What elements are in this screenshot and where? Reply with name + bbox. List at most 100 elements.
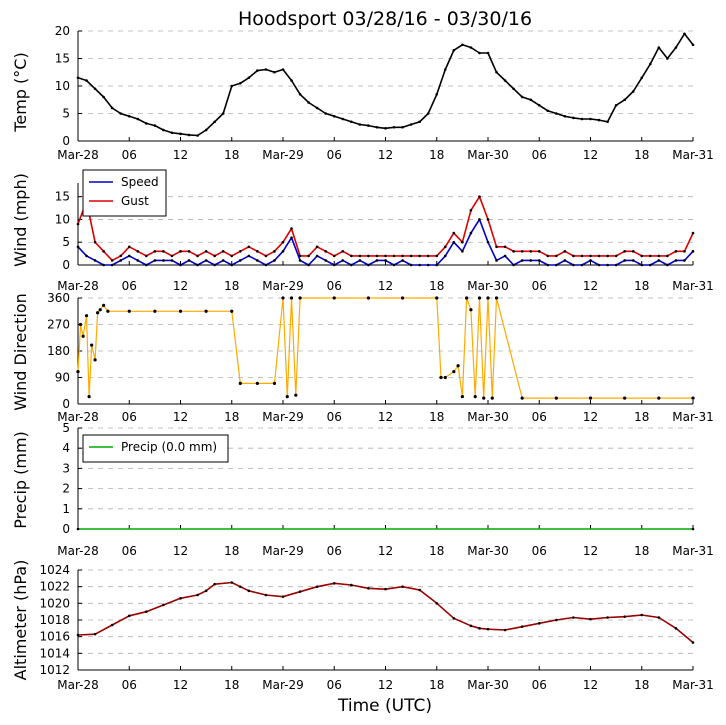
precipitation-legend: Precip (0.0 mm) [82,434,229,463]
wind-point [657,259,661,262]
temperature-x-tick-label: 06 [122,148,137,162]
wind-point [264,254,268,258]
wind-x-tick-label: Mar-28 [57,279,98,293]
wind-point [76,222,80,226]
temperature-point [666,57,669,60]
temperature-point [623,98,626,102]
wind-y-label: Wind (mph) [11,173,30,267]
wind_direction-y-label: Wind Direction [11,293,30,411]
temperature-point [187,133,191,137]
wind-point [563,259,567,262]
temperature-point [683,32,686,36]
wind_direction-point [490,396,494,400]
precipitation-y-tick-label: 0 [62,522,70,536]
wind_direction-x-tick-label: Mar-31 [672,410,713,424]
wind_direction-point [400,296,405,300]
wind-point [332,263,336,267]
wind-point [367,254,370,258]
precipitation-x-tick-label: 18 [429,544,444,558]
wind_direction-point [460,395,464,399]
wind_direction-x-tick-label: 12 [173,410,188,424]
temperature-point [315,106,319,110]
wind-point [529,250,533,253]
altimeter-y-tick-label: 1014 [39,646,70,660]
wind-point [247,245,251,249]
wind-point [589,259,592,262]
wind-point [486,240,490,244]
altimeter-point [162,603,165,607]
wind-point [170,254,174,258]
temperature-point [179,132,182,136]
temperature-point [162,128,165,132]
temperature-point [401,125,404,129]
wind-point [495,259,498,262]
temperature-y-tick-label: 0 [62,134,70,148]
temperature-point [452,48,456,52]
wind-point [409,254,413,258]
figure-x-label: Time (UTC) [337,696,432,716]
temperature-y-tick-label: 20 [55,24,70,38]
wind_direction-point [78,322,83,327]
precipitation-x-tick-label: 18 [224,544,239,558]
temperature-y-label: Temp (°C) [11,52,30,132]
temperature-point [546,109,550,113]
temperature-x-tick-label: 18 [429,148,444,162]
wind-point [230,254,234,258]
wind_direction-x-tick-label: 12 [583,410,598,424]
wind-x-tick-label: 18 [224,279,239,293]
wind-point [324,259,328,262]
wind_direction-point [456,364,460,368]
altimeter-point [76,633,80,637]
wind-point [623,259,626,262]
wind_direction-y-tick-label: 360 [47,291,70,305]
altimeter-point [691,641,695,644]
wind-point [401,259,404,262]
wind-point [512,263,515,267]
wind-point [179,250,182,253]
altimeter-x-tick-label: Mar-31 [672,678,713,692]
wind-point [691,231,695,235]
altimeter-y-tick-label: 1016 [39,630,70,644]
wind-point [153,250,157,253]
altimeter-point [110,623,114,627]
wind_direction-point [204,309,208,313]
wind_direction-point [102,303,106,307]
wind_direction-point [465,296,469,300]
wind-point [435,263,439,267]
wind_direction-point [255,381,259,385]
wind-point [281,240,285,244]
precipitation-x-tick-label: Mar-28 [57,544,98,558]
temperature-point [213,120,216,124]
temperature-point [478,51,481,55]
altimeter-point [196,593,199,597]
wind-point [204,259,208,262]
altimeter-x-tick-label: 06 [532,678,547,692]
wind-point [666,254,669,258]
temperature-point [384,127,387,130]
wind-x-tick-label: Mar-30 [467,279,508,293]
altimeter-point [384,587,387,591]
wind_direction-point [87,395,91,399]
wind-point [503,254,507,258]
wind-point [290,227,293,230]
altimeter-point [238,585,242,588]
altimeter-x-tick-label: 12 [583,678,598,692]
temperature-point [170,131,174,135]
wind-point [537,250,541,253]
wind-point [110,259,114,262]
wind-point [683,259,686,262]
wind-point [145,254,148,258]
wind-point [298,259,302,262]
wind-y-tick-label: 10 [55,212,70,226]
wind-point [443,254,447,258]
altimeter-x-tick-label: 06 [327,678,342,692]
wind-point [418,263,421,267]
altimeter-point [537,622,541,625]
temperature-point [606,120,609,124]
temperature-point [520,95,524,99]
altimeter-point [315,585,319,588]
wind-point [384,254,387,258]
precipitation-legend-label: Precip (0.0 mm) [121,440,217,454]
wind-point [555,254,558,258]
